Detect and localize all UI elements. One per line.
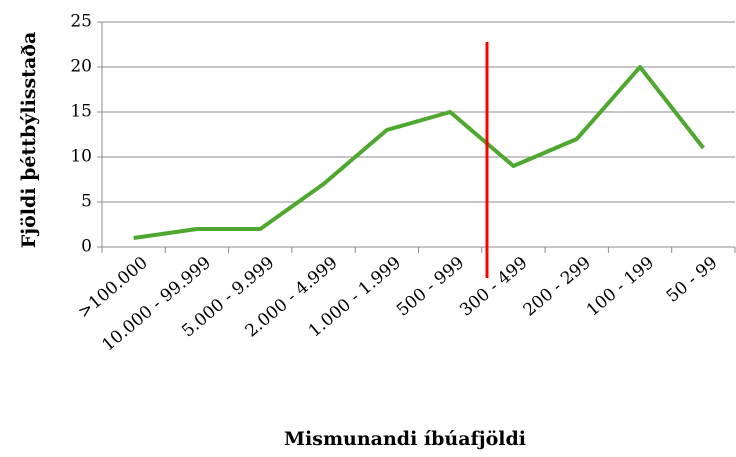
x-tick-label: 300 - 499 — [456, 253, 531, 321]
data-line — [133, 65, 705, 240]
x-tick-label: 500 - 999 — [393, 253, 468, 321]
y-tick-label: 25 — [70, 12, 92, 32]
y-tick-label: 15 — [70, 102, 92, 122]
x-tick-label: 50 - 99 — [663, 253, 722, 307]
x-tick-label: 100 - 199 — [583, 253, 658, 321]
y-tick-label: 5 — [81, 192, 92, 212]
y-tick-label: 10 — [70, 147, 92, 167]
y-tick-label: 20 — [70, 57, 92, 77]
x-tick-label: 10.000 - 99.999 — [98, 253, 215, 355]
y-tick-label: 0 — [81, 237, 92, 257]
x-axis-title: Mismunandi íbúafjöldi — [284, 428, 526, 450]
y-axis-title: Fjöldi þéttbýlisstaða — [18, 32, 40, 249]
x-tick-label: 200 - 299 — [520, 253, 595, 321]
